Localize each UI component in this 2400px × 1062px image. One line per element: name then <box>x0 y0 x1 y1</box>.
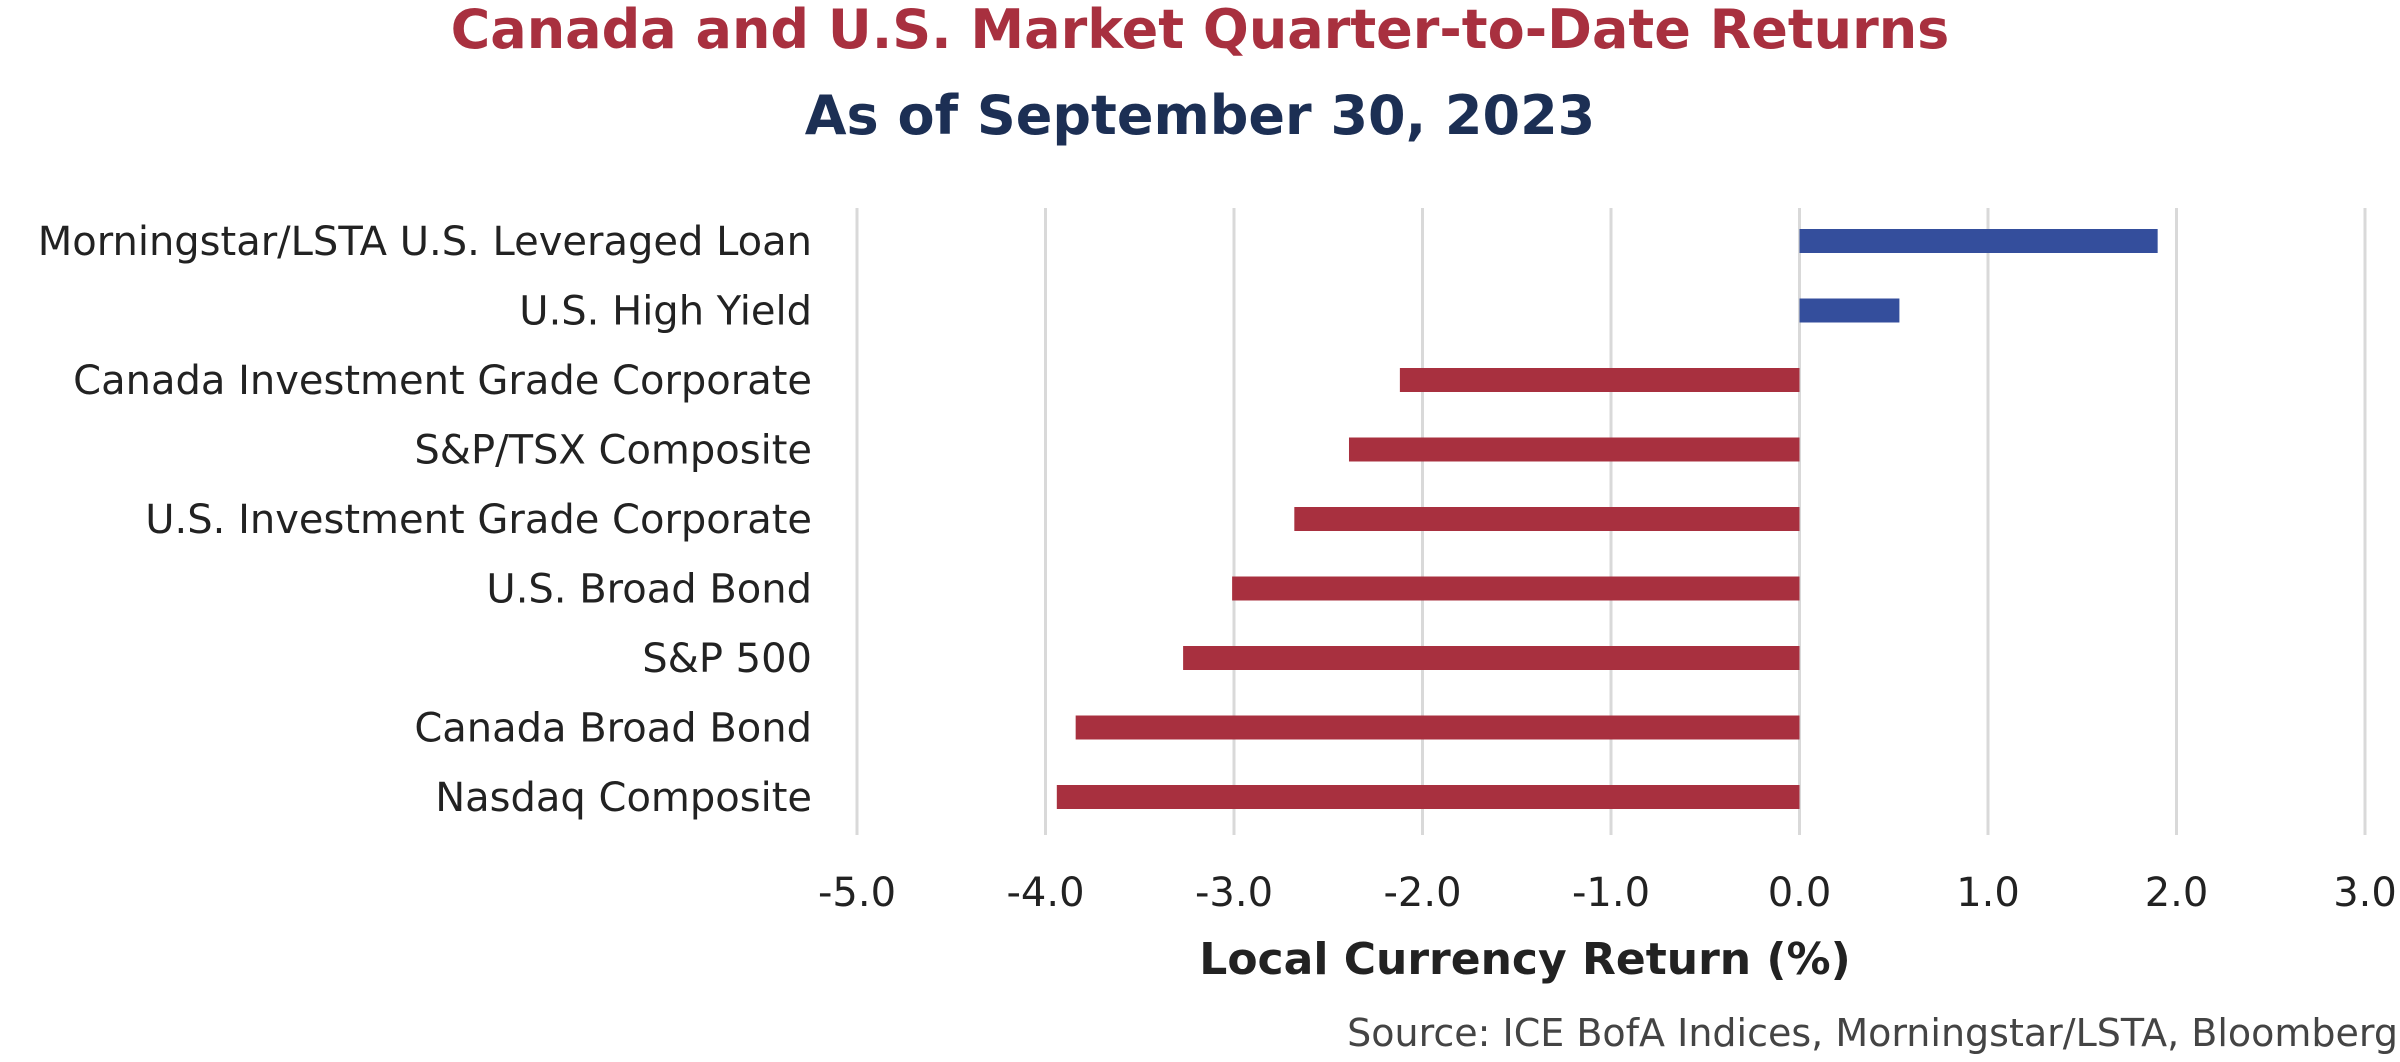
category-label: U.S. Investment Grade Corporate <box>145 497 812 543</box>
bar <box>1183 646 1800 670</box>
x-tick-label: -4.0 <box>1006 870 1084 916</box>
bar <box>1399 368 1800 392</box>
source-note: Source: ICE BofA Indices, Morningstar/LS… <box>1347 1011 2398 1055</box>
category-label: S&P 500 <box>642 636 812 682</box>
x-tick-label: 1.0 <box>1956 870 2020 916</box>
x-tick-label: -1.0 <box>1572 870 1650 916</box>
bar <box>1075 715 1800 740</box>
x-tick-label: 3.0 <box>2333 870 2397 916</box>
x-tick-label: 0.0 <box>1768 870 1832 916</box>
category-label: U.S. Broad Bond <box>486 567 812 613</box>
x-tick-label: 2.0 <box>2145 870 2209 916</box>
category-label: Morningstar/LSTA U.S. Leveraged Loan <box>38 219 812 265</box>
bar <box>1294 507 1800 531</box>
bar <box>1799 298 1900 323</box>
x-tick-label: -5.0 <box>818 870 896 916</box>
category-label: Canada Investment Grade Corporate <box>73 358 812 404</box>
chart-title: Canada and U.S. Market Quarter-to-Date R… <box>451 0 1950 61</box>
category-label: Nasdaq Composite <box>435 775 812 821</box>
category-labels: Morningstar/LSTA U.S. Leveraged Loan U.S.… <box>38 219 812 821</box>
bar <box>1056 785 1800 809</box>
x-tick-label: -2.0 <box>1383 870 1461 916</box>
bar <box>1348 437 1800 462</box>
bars <box>1056 229 2158 809</box>
category-label: U.S. High Yield <box>519 289 812 335</box>
category-label: Canada Broad Bond <box>414 706 812 752</box>
x-tick-label: -3.0 <box>1195 870 1273 916</box>
category-label: S&P/TSX Composite <box>414 428 812 474</box>
x-axis-title: Local Currency Return (%) <box>1199 934 1850 985</box>
bar <box>1799 229 2158 253</box>
bar <box>1232 576 1800 601</box>
chart-subtitle: As of September 30, 2023 <box>805 84 1595 147</box>
x-tick-labels: -5.0 -4.0 -3.0 -2.0 -1.0 0.0 1.0 2.0 3.0 <box>818 870 2397 916</box>
